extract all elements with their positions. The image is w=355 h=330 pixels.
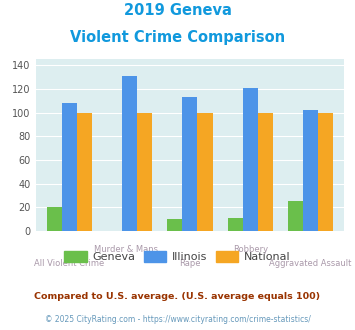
Bar <box>318 113 333 231</box>
Bar <box>122 76 137 231</box>
Text: Rape: Rape <box>179 259 201 268</box>
Text: Violent Crime Comparison: Violent Crime Comparison <box>70 30 285 45</box>
Bar <box>77 113 92 231</box>
Bar <box>288 201 303 231</box>
Bar <box>303 110 318 231</box>
Bar <box>228 218 243 231</box>
Bar <box>243 88 258 231</box>
Text: All Violent Crime: All Violent Crime <box>34 259 104 268</box>
Text: Robbery: Robbery <box>233 245 268 254</box>
Bar <box>197 113 213 231</box>
Text: Murder & Mans...: Murder & Mans... <box>94 245 165 254</box>
Bar <box>258 113 273 231</box>
Text: Compared to U.S. average. (U.S. average equals 100): Compared to U.S. average. (U.S. average … <box>34 292 321 301</box>
Legend: Geneva, Illinois, National: Geneva, Illinois, National <box>60 247 295 267</box>
Text: © 2025 CityRating.com - https://www.cityrating.com/crime-statistics/: © 2025 CityRating.com - https://www.city… <box>45 315 310 324</box>
Bar <box>167 219 182 231</box>
Bar <box>47 207 62 231</box>
Bar <box>182 97 197 231</box>
Bar <box>137 113 152 231</box>
Bar <box>62 103 77 231</box>
Text: Aggravated Assault: Aggravated Assault <box>269 259 352 268</box>
Text: 2019 Geneva: 2019 Geneva <box>124 3 231 18</box>
